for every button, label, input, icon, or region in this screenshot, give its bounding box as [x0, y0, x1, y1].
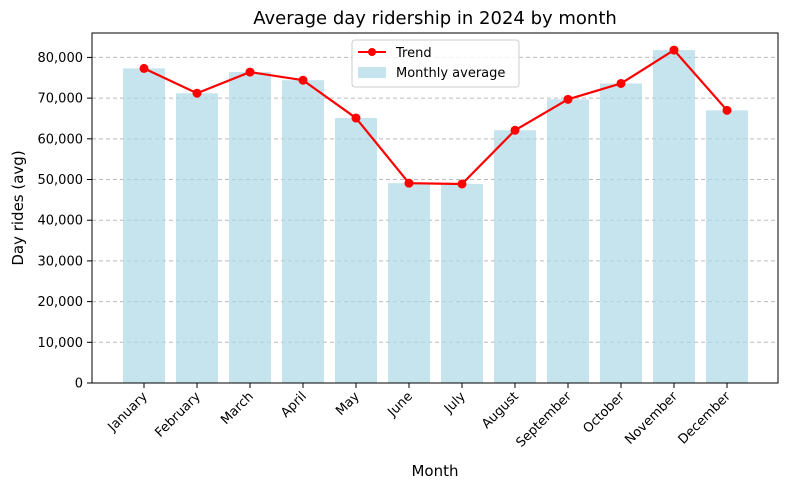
trend-point-february	[192, 88, 202, 98]
y-tick-label: 10,000	[38, 336, 84, 351]
trend-point-march	[245, 67, 255, 77]
y-tick-label: 20,000	[38, 295, 84, 310]
bar-april	[282, 80, 324, 384]
bar-august	[494, 130, 536, 383]
y-tick-label: 30,000	[38, 254, 84, 269]
trend-point-december	[722, 105, 732, 115]
y-tick-label: 0	[75, 377, 83, 392]
legend-trend-marker	[368, 48, 376, 56]
x-tick-label: December	[676, 389, 735, 448]
trend-point-september	[563, 94, 573, 104]
y-axis-label: Day rides (avg)	[9, 150, 27, 265]
trend-line	[143, 48, 728, 186]
legend-bar-label: Monthly average	[396, 66, 505, 81]
x-tick-label: June	[384, 389, 415, 420]
legend-box	[351, 39, 520, 88]
bar-march	[229, 72, 271, 384]
x-tick-label: February	[152, 389, 204, 441]
x-tick-label: March	[218, 389, 257, 428]
chart-title: Average day ridership in 2024 by month	[253, 8, 617, 29]
x-axis: January February March April May June July Augu…	[105, 383, 735, 451]
bar-may	[335, 118, 377, 383]
trend-point-april	[298, 75, 308, 85]
bar-july	[441, 183, 483, 383]
x-tick-label: April	[278, 389, 310, 421]
y-tick-label: 60,000	[38, 132, 84, 147]
plot-frame	[91, 32, 779, 384]
trend-point-january	[139, 63, 149, 73]
bars	[123, 50, 748, 384]
x-tick-label: October	[580, 389, 628, 437]
x-tick-label: August	[479, 389, 522, 432]
y-tick-label: 80,000	[38, 51, 84, 66]
trend-point-june	[404, 178, 414, 188]
trend-line-group	[139, 45, 732, 189]
trend-point-july	[457, 179, 467, 189]
trend-point-november	[669, 45, 679, 55]
x-tick-label: November	[622, 389, 681, 448]
bar-october	[600, 83, 642, 383]
x-tick-label: January	[105, 389, 151, 435]
bar-june	[388, 183, 430, 383]
y-axis: 0 10,000 20,000 30,000 40,000 50,000 60,000 70,…	[38, 51, 92, 392]
trend-point-august	[510, 125, 520, 135]
x-tick-label: May	[333, 389, 363, 419]
bar-september	[547, 99, 589, 383]
y-tick-label: 50,000	[38, 173, 84, 188]
legend-trend-label: Trend	[395, 46, 432, 61]
x-axis-label: Month	[411, 462, 458, 480]
trend-point-october	[616, 78, 626, 88]
legend: Trend Monthly average	[351, 39, 520, 88]
x-tick-label: July	[441, 389, 469, 417]
x-tick-label: September	[513, 389, 575, 451]
y-tick-label: 40,000	[38, 214, 84, 229]
bar-february	[176, 93, 218, 384]
bar-december	[706, 110, 748, 383]
trend-point-may	[351, 113, 361, 123]
y-tick-label: 70,000	[38, 92, 84, 107]
bar-november	[653, 50, 695, 384]
legend-bar-swatch	[358, 67, 386, 78]
bar-january	[123, 68, 165, 383]
